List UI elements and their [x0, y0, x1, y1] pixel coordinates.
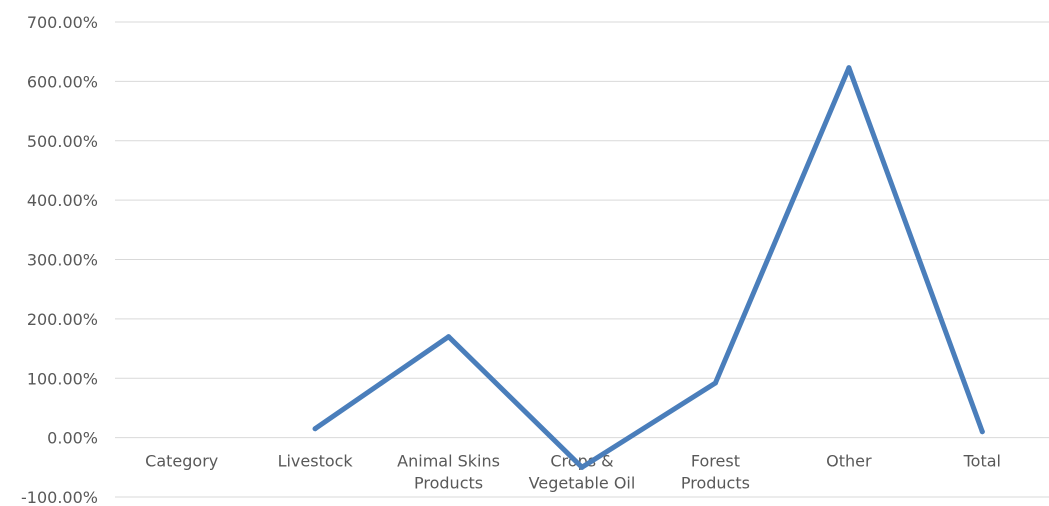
x-tick-label: Category: [145, 452, 218, 471]
x-tick-label-line: Category: [145, 452, 218, 471]
x-tick-label: Forest Products: [681, 452, 750, 493]
data-point: [312, 426, 318, 432]
x-tick-label-line: Total: [963, 452, 1001, 471]
x-tick-label-line: Animal Skins: [397, 452, 500, 471]
x-tick-label-line: Products: [681, 474, 750, 493]
y-tick-label: 200.00%: [27, 310, 98, 329]
y-tick-label: 0.00%: [47, 429, 98, 448]
data-point: [579, 464, 585, 470]
x-tick-label: Animal Skins Products: [397, 452, 500, 493]
x-tick-label-line: Other: [826, 452, 872, 471]
gridlines: [115, 21, 1049, 498]
y-tick-label: 100.00%: [27, 369, 98, 388]
y-tick-label: 600.00%: [27, 72, 98, 91]
x-tick-label: Livestock: [278, 452, 354, 471]
x-tick-label: Total: [963, 452, 1001, 471]
x-tick-label-line: Livestock: [278, 452, 354, 471]
x-tick-label-line: Forest: [691, 452, 740, 471]
y-tick-label: 300.00%: [27, 251, 98, 270]
y-axis-tick-labels: 700.00% 600.00% 500.00% 400.00% 300.00% 200.0…: [21, 13, 98, 506]
x-tick-label: Crops & Vegetable Oil: [529, 452, 636, 493]
y-tick-label: -100.00%: [21, 488, 98, 506]
series-line: [312, 65, 985, 470]
y-tick-label: 400.00%: [27, 191, 98, 210]
data-point: [446, 334, 452, 340]
y-tick-label: 700.00%: [27, 13, 98, 32]
data-point: [712, 380, 718, 386]
data-point: [846, 65, 852, 71]
y-tick-label: 500.00%: [27, 132, 98, 151]
x-tick-label-line: Vegetable Oil: [529, 474, 636, 493]
x-axis-tick-labels: Category Livestock Animal Skins Products Cro…: [145, 452, 1001, 493]
x-tick-label-line: Products: [414, 474, 483, 493]
x-tick-label: Other: [826, 452, 872, 471]
data-point: [979, 429, 985, 435]
series-layer: [312, 65, 985, 470]
